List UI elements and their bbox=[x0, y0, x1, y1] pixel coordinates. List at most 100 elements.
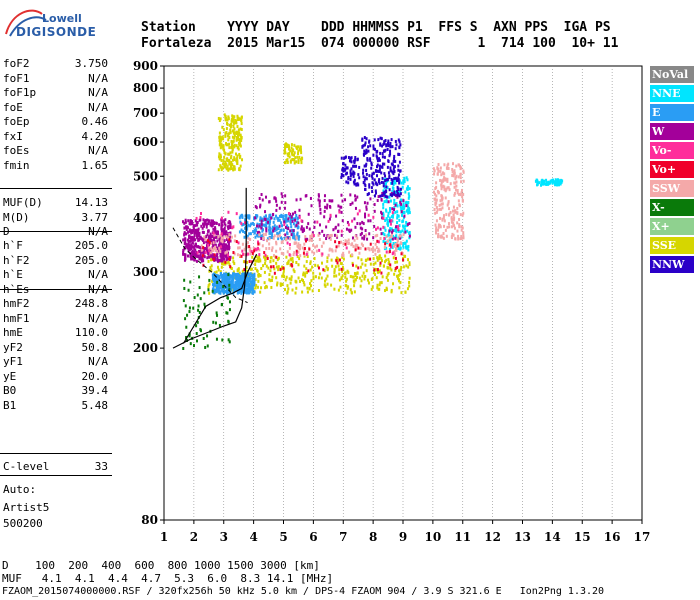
echo-point-x bbox=[207, 288, 210, 292]
echo-point-x bbox=[198, 275, 201, 279]
echo-point-sse bbox=[262, 255, 265, 259]
echo-point-w bbox=[306, 237, 309, 241]
echo-point-nne bbox=[406, 178, 409, 182]
echo-point-w bbox=[324, 205, 327, 209]
echo-point-w bbox=[364, 212, 367, 216]
echo-point-nnw bbox=[352, 180, 355, 184]
echo-point-sse bbox=[235, 157, 238, 161]
echo-point-w bbox=[203, 248, 206, 252]
echo-point-ssw bbox=[395, 248, 398, 252]
echo-point-e bbox=[296, 216, 299, 220]
echo-point-sse bbox=[323, 269, 326, 273]
echo-point-ssw bbox=[447, 167, 450, 171]
echo-point-sse bbox=[224, 115, 227, 119]
echo-point-e bbox=[246, 215, 249, 219]
echo-point-vo bbox=[291, 264, 294, 268]
echo-point-sse bbox=[256, 285, 259, 289]
echo-point-vo bbox=[364, 247, 367, 251]
echo-point-w bbox=[188, 222, 191, 226]
echo-point-nnw bbox=[363, 136, 366, 140]
echo-point-w bbox=[196, 234, 199, 238]
echo-point-ssw bbox=[436, 189, 439, 193]
echo-point-nnw bbox=[367, 145, 370, 149]
echo-point-w bbox=[366, 201, 369, 205]
echo-point-w bbox=[225, 237, 228, 241]
logo-swoosh-icon bbox=[5, 9, 47, 37]
echo-point-nnw bbox=[376, 163, 379, 167]
echo-point-sse bbox=[382, 264, 385, 268]
echo-point-w bbox=[340, 233, 343, 237]
echo-point-w bbox=[308, 227, 311, 231]
echo-point-w bbox=[205, 225, 208, 229]
echo-point-sse bbox=[359, 284, 362, 288]
echo-point-vo bbox=[376, 268, 379, 272]
echo-point-sse bbox=[298, 257, 301, 261]
echo-point-w bbox=[391, 229, 394, 233]
echo-point-e bbox=[251, 291, 254, 295]
echo-point-vo bbox=[345, 246, 348, 250]
echo-point-w bbox=[198, 257, 201, 261]
echo-point-w bbox=[309, 196, 312, 200]
echo-point-sse bbox=[309, 262, 312, 266]
legend-x-: X- bbox=[650, 199, 694, 216]
echo-point-sse bbox=[292, 153, 295, 157]
echo-point-vo bbox=[354, 248, 357, 252]
echo-point-ssw bbox=[451, 170, 454, 174]
echo-point-w bbox=[275, 208, 278, 212]
echo-point-sse bbox=[207, 259, 210, 263]
echo-point-e bbox=[217, 283, 220, 287]
echo-point-x bbox=[188, 334, 191, 338]
echo-point-sse bbox=[231, 135, 234, 139]
echo-point-sse bbox=[256, 257, 259, 261]
echo-point-ssw bbox=[368, 247, 371, 251]
y-tick-label: 200 bbox=[133, 341, 158, 355]
echo-point-sse bbox=[249, 267, 252, 271]
echo-point-ssw bbox=[214, 247, 217, 251]
echo-point-sse bbox=[282, 272, 285, 276]
echo-point-ssw bbox=[385, 234, 388, 238]
echo-point-sse bbox=[340, 262, 343, 266]
echo-point-w bbox=[200, 259, 203, 263]
echo-point-e bbox=[241, 280, 244, 284]
echo-point-sse bbox=[236, 154, 239, 158]
echo-point-sse bbox=[313, 257, 316, 261]
echo-point-vo bbox=[241, 249, 244, 253]
echo-point-sse bbox=[326, 274, 329, 278]
echo-point-w bbox=[372, 236, 375, 240]
echo-point-w bbox=[260, 226, 263, 230]
echo-point-e bbox=[285, 216, 288, 220]
echo-point-sse bbox=[292, 149, 295, 153]
echo-point-nne bbox=[402, 241, 405, 245]
echo-point-sse bbox=[310, 284, 313, 288]
echo-point-nnw bbox=[387, 144, 390, 148]
echo-point-nne bbox=[392, 187, 395, 191]
echo-point-sse bbox=[360, 279, 363, 283]
echo-point-nnw bbox=[350, 167, 353, 171]
echo-point-nne bbox=[402, 245, 405, 249]
echo-point-nne bbox=[393, 206, 396, 210]
echo-point-w bbox=[202, 241, 205, 245]
echo-point-w bbox=[226, 247, 229, 251]
echo-point-sse bbox=[291, 256, 294, 260]
echo-point-sse bbox=[228, 146, 231, 150]
echo-point-ssw bbox=[311, 250, 314, 254]
echo-point-sse bbox=[309, 268, 312, 272]
echo-point-w bbox=[193, 258, 196, 262]
param-value: 0.46 bbox=[81, 115, 109, 128]
echo-point-sse bbox=[403, 254, 406, 258]
echo-point-ssw bbox=[327, 235, 330, 239]
echo-point-e bbox=[232, 276, 235, 280]
echo-point-ssw bbox=[374, 248, 377, 252]
echo-point-nne bbox=[383, 233, 386, 237]
echo-point-nnw bbox=[353, 178, 356, 182]
echo-point-e bbox=[275, 228, 278, 232]
echo-point-ssw bbox=[258, 242, 261, 246]
echo-point-ssw bbox=[293, 241, 296, 245]
echo-point-sse bbox=[333, 269, 336, 273]
echo-point-e bbox=[252, 230, 255, 234]
echo-point-ssw bbox=[282, 252, 285, 256]
echo-point-e bbox=[249, 284, 252, 288]
echo-point-ssw bbox=[432, 190, 435, 194]
echo-point-w bbox=[265, 195, 268, 199]
echo-point-w bbox=[190, 231, 193, 235]
